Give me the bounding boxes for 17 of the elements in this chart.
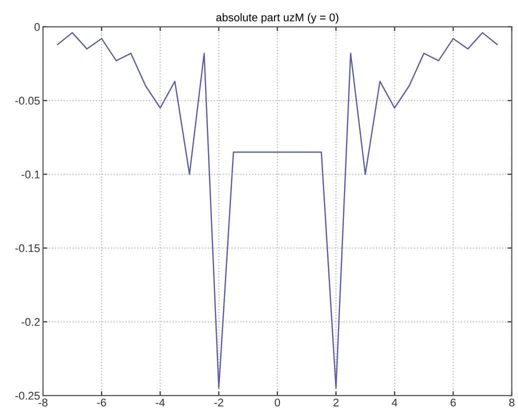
x-tick-label: -8 bbox=[38, 398, 48, 406]
x-tick-label: 4 bbox=[392, 398, 398, 406]
x-tick-label: 2 bbox=[333, 398, 339, 406]
x-tick-label: -6 bbox=[97, 398, 106, 406]
chart-title: absolute part uzM (y = 0) bbox=[216, 13, 338, 24]
x-tick-label: 6 bbox=[450, 398, 456, 406]
x-tick-label: 0 bbox=[274, 398, 280, 406]
y-tick-label: -0.15 bbox=[15, 244, 40, 252]
y-tick-label: 0 bbox=[34, 23, 40, 31]
x-tick-label: -2 bbox=[214, 398, 224, 406]
y-tick-label: -0.25 bbox=[15, 392, 40, 400]
y-tick-label: -0.1 bbox=[22, 170, 40, 178]
line-series bbox=[57, 32, 498, 389]
y-tick-label: -0.05 bbox=[15, 96, 40, 105]
x-tick-label: -4 bbox=[156, 398, 165, 406]
x-tick-label: 8 bbox=[509, 398, 514, 406]
y-tick-label: -0.2 bbox=[22, 318, 40, 326]
